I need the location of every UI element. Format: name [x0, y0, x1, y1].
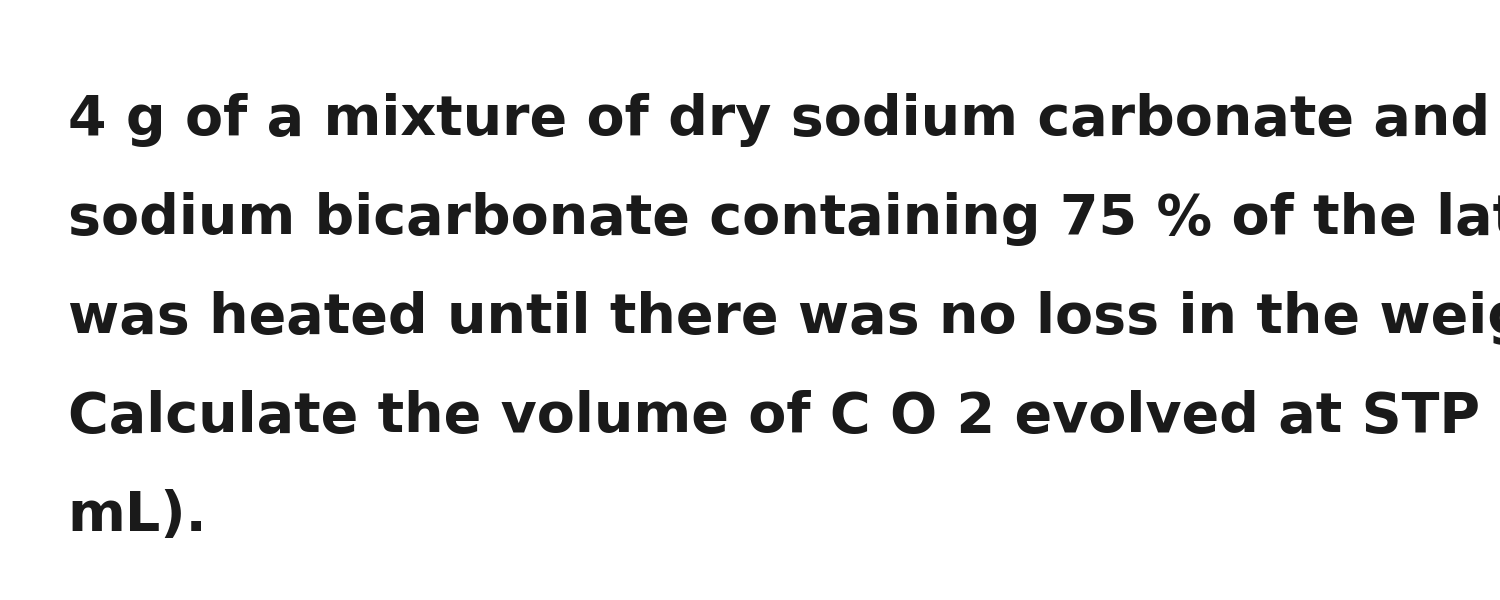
- Text: 4 g of a mixture of dry sodium carbonate and: 4 g of a mixture of dry sodium carbonate…: [68, 93, 1490, 147]
- Text: mL).: mL).: [68, 489, 207, 543]
- Text: was heated until there was no loss in the weight.: was heated until there was no loss in th…: [68, 291, 1500, 345]
- Text: Calculate the volume of C O 2 evolved at STP (in: Calculate the volume of C O 2 evolved at…: [68, 390, 1500, 444]
- Text: sodium bicarbonate containing 75 % of the latter: sodium bicarbonate containing 75 % of th…: [68, 192, 1500, 246]
